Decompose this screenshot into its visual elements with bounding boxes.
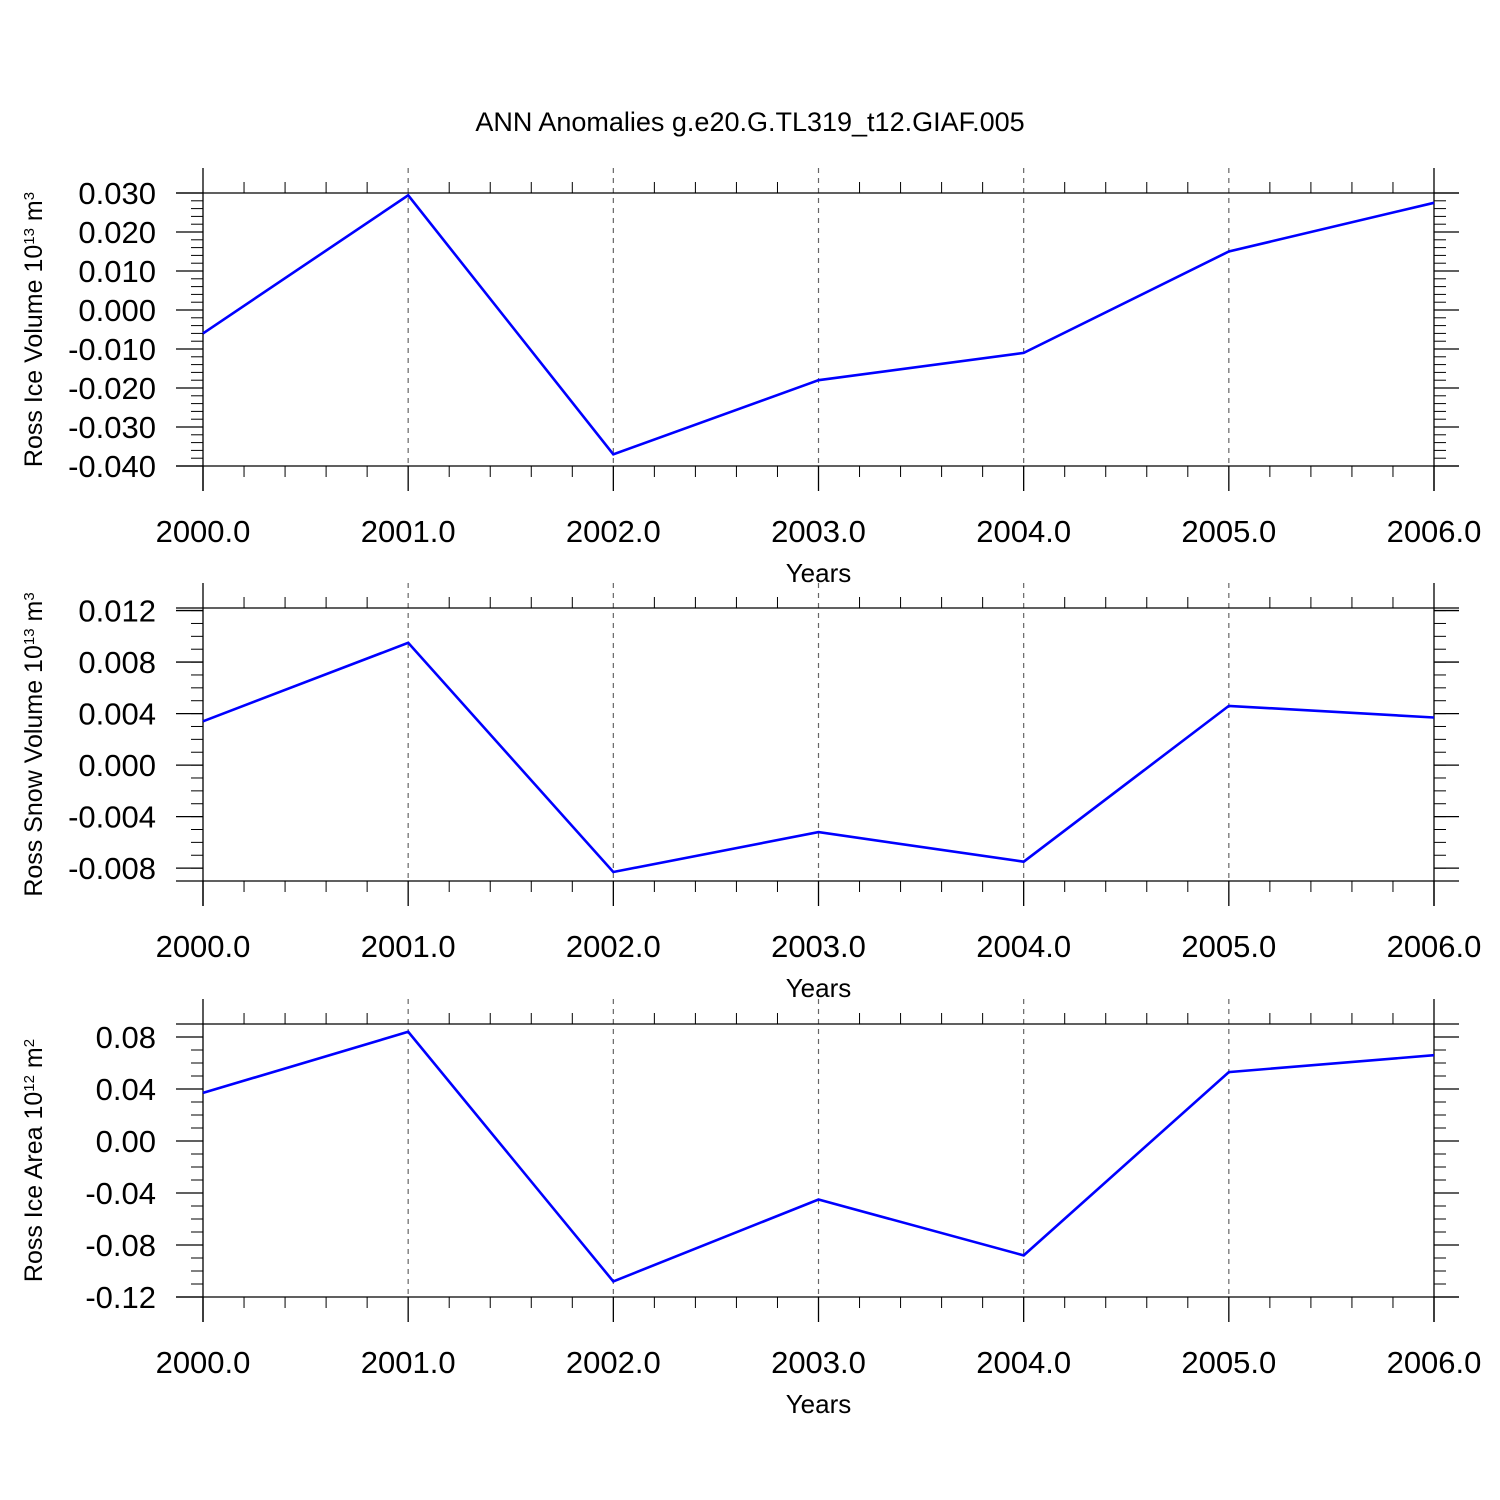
y-tick-label: 0.000 xyxy=(78,748,156,783)
x-tick-label: 2004.0 xyxy=(976,514,1071,549)
x-tick-label: 2002.0 xyxy=(566,1345,661,1380)
y-axis-label: Ross Snow Volume 1013 m3 xyxy=(20,592,48,896)
x-tick-label: 2001.0 xyxy=(361,929,456,964)
x-tick-label: 2003.0 xyxy=(771,1345,866,1380)
y-tick-label: 0.000 xyxy=(78,293,156,328)
x-tick-label: 2005.0 xyxy=(1181,1345,1276,1380)
y-axis-label-superscript: 3 xyxy=(21,592,38,600)
x-tick-label: 2000.0 xyxy=(156,514,251,549)
x-tick-label: 2005.0 xyxy=(1181,929,1276,964)
y-tick-label: -0.030 xyxy=(68,410,156,445)
y-axis-label-text: Ross Snow Volume 10 xyxy=(20,645,48,897)
chart-title: ANN Anomalies g.e20.G.TL319_t12.GIAF.005 xyxy=(475,107,1024,137)
y-tick-label: 0.00 xyxy=(96,1124,156,1159)
y-tick-label: 0.020 xyxy=(78,215,156,250)
x-tick-label: 2005.0 xyxy=(1181,514,1276,549)
y-axis-label-text: Ross Ice Volume 10 xyxy=(20,245,48,467)
y-tick-label: -0.008 xyxy=(68,851,156,886)
panel-2: 2000.0 2001.0 2002.0 2003.0 2004.0 2005.0 2006… xyxy=(20,583,1481,1003)
y-tick-label: -0.04 xyxy=(85,1176,156,1211)
x-tick-label: 2006.0 xyxy=(1387,929,1482,964)
panel-3: 2000.0 2001.0 2002.0 2003.0 2004.0 2005.0 2006… xyxy=(20,999,1481,1419)
y-tick-label: -0.040 xyxy=(68,449,156,484)
x-tick-label: 2003.0 xyxy=(771,514,866,549)
x-tick-label: 2003.0 xyxy=(771,929,866,964)
y-axis-label-superscript: 2 xyxy=(21,1039,38,1047)
y-tick-label: -0.08 xyxy=(85,1228,156,1263)
y-tick-label: 0.010 xyxy=(78,254,156,289)
x-axis-label: Years xyxy=(786,973,852,1003)
panel-1: 2000.0 2001.0 2002.0 2003.0 2004.0 2005.0 2006… xyxy=(20,168,1481,588)
x-tick-label: 2001.0 xyxy=(361,514,456,549)
x-axis-label: Years xyxy=(786,1389,852,1419)
x-tick-label: 2006.0 xyxy=(1387,1345,1482,1380)
y-tick-label: 0.08 xyxy=(96,1020,156,1055)
y-axis-label: Ross Ice Volume 1013 m3 xyxy=(20,192,48,467)
y-axis-label: Ross Ice Area 1012 m2 xyxy=(20,1039,48,1282)
series-line xyxy=(202,193,1435,456)
y-tick-label: 0.008 xyxy=(78,645,156,680)
x-tick-label: 2000.0 xyxy=(156,929,251,964)
y-tick-label: 0.004 xyxy=(78,697,156,732)
y-tick-label: 0.012 xyxy=(78,594,156,629)
y-axis-label-superscript: 13 xyxy=(21,228,38,245)
y-tick-label: -0.004 xyxy=(68,800,156,835)
y-tick-label: -0.020 xyxy=(68,371,156,406)
y-axis-label-text: m xyxy=(20,1047,48,1075)
y-axis-label-superscript: 13 xyxy=(21,628,38,645)
chart-panels: 2000.0 2001.0 2002.0 2003.0 2004.0 2005.0 2006… xyxy=(20,168,1481,1419)
y-axis-label-text: m xyxy=(20,200,48,228)
x-tick-label: 2004.0 xyxy=(976,1345,1071,1380)
y-tick-label: -0.12 xyxy=(85,1280,156,1315)
x-tick-label: 2001.0 xyxy=(361,1345,456,1380)
x-tick-label: 2000.0 xyxy=(156,1345,251,1380)
y-axis-label-superscript: 12 xyxy=(21,1075,38,1092)
x-tick-label: 2006.0 xyxy=(1387,514,1482,549)
y-axis-label-text: m xyxy=(20,601,48,629)
x-tick-label: 2002.0 xyxy=(566,929,661,964)
y-tick-label: 0.04 xyxy=(96,1072,156,1107)
y-axis-label-text: Ross Ice Area 10 xyxy=(20,1092,48,1282)
x-tick-label: 2004.0 xyxy=(976,929,1071,964)
y-axis-label-superscript: 3 xyxy=(21,192,38,200)
y-tick-label: 0.030 xyxy=(78,176,156,211)
y-tick-label: -0.010 xyxy=(68,332,156,367)
x-tick-label: 2002.0 xyxy=(566,514,661,549)
